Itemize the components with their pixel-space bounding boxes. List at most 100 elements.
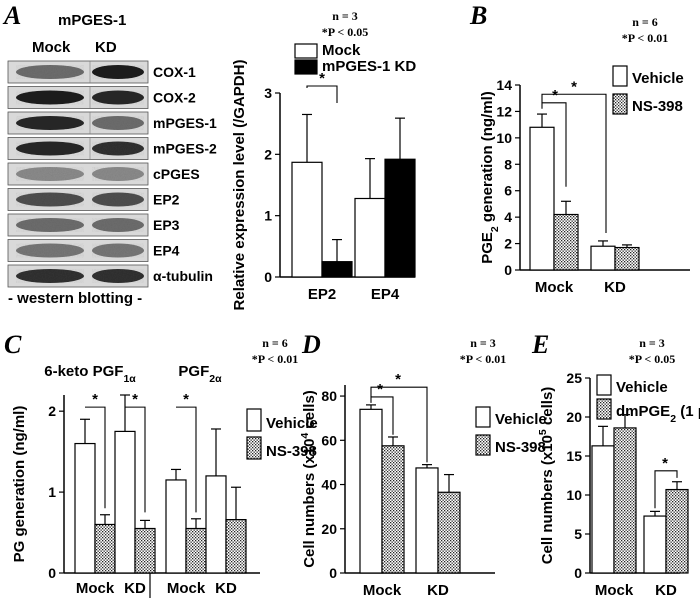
blot-row: α-tubulin [7,264,213,288]
y-tick-label: 0 [504,262,512,278]
blot-row: cPGES [7,162,200,186]
y-tick-label: 5 [574,526,582,542]
y-tick-label: 14 [496,77,512,93]
stats-n: n = 3 [470,336,496,350]
significance-star: * [552,87,558,104]
blot-row: EP4 [7,239,180,262]
blot-band-label: EP4 [153,243,180,259]
bar-series2 [665,488,689,574]
panel-letter-c: C [4,330,22,359]
chart-a: n = 3 *P < 0.05 0 1 2 3 Relative expression le… [231,9,416,310]
significance-bracket [306,85,338,103]
x-category-label: Mock [595,582,634,598]
significance-star: * [395,371,401,388]
x-category-label: Mock [76,580,115,597]
legend-label: NS-398 [495,439,546,456]
legend-label: NS-398 [266,443,317,460]
bar-series2 [225,518,247,574]
blot-footer: - western blotting - [8,290,142,307]
bar-series1 [74,442,96,574]
legend-swatch [475,406,491,428]
bar-series1 [415,467,439,574]
blot-band-mock [16,90,84,105]
legend-swatch [246,436,262,460]
blot-band-mock [16,243,84,258]
panel-letter-b: B [469,1,487,30]
stats-p: *P < 0.05 [629,352,676,366]
legend-swatch [294,59,318,75]
significance-star: * [662,455,668,472]
y-tick-label: 15 [566,448,582,464]
y-tick-label: 1 [264,208,272,224]
legend-swatch [612,93,628,115]
y-tick-label: 0 [264,269,272,285]
significance-bracket [125,406,146,513]
bar-series1 [114,430,136,574]
legend-swatch [596,398,612,420]
blot-band-mock [16,141,84,156]
y-tick-label: 10 [496,130,512,146]
x-category-label: Mock [535,279,574,296]
blot-row: EP2 [7,188,180,211]
western-blot: A mPGES-1 Mock KD COX-1 COX-2 mPGES-1 mPGES… [2,1,217,307]
y-tick-label: 80 [321,388,337,404]
y-tick-label: 20 [566,409,582,425]
significance-bracket [370,396,394,435]
bar-series2 [553,213,579,271]
y-axis-label: Relative expression level (/GAPDH) [231,60,248,311]
significance-bracket [370,386,428,463]
y-tick-label: 40 [321,477,337,493]
blot-band-mock [16,116,84,130]
significance-star: * [183,391,189,408]
x-category-label: EP4 [371,286,400,303]
bar-series1 [205,475,227,574]
group-label: 6-keto PGF1α [44,363,136,385]
blot-band-label: COX-2 [153,90,196,106]
panel-letter-a: A [2,1,21,30]
blot-band-kd [92,218,144,232]
blot-row: COX-2 [7,86,196,109]
bar-series2 [134,527,156,574]
y-axis-label: Cell numbers (x104 cells) [299,390,318,568]
blot-band-mock [16,167,84,181]
bar-series1 [359,408,383,574]
significance-star: * [377,381,383,398]
x-category-label: Mock [363,582,402,598]
x-category-label: KD [427,582,449,598]
x-category-label: KD [655,582,677,598]
y-tick-label: 6 [504,183,512,199]
blot-band-mock [16,269,84,283]
panel-letter-e: E [531,330,549,359]
x-category-label: KD [604,279,626,296]
blot-band-kd [92,269,144,283]
bar-series2 [321,261,353,278]
blot-row: mPGES-1 [7,111,217,135]
y-axis-label: PGE2 generation (ng/ml) [479,91,501,264]
legend-label: dmPGE2 (1 μM) [616,403,700,425]
blot-band-mock [16,218,84,232]
blot-band-kd [92,141,144,156]
blot-band-kd [92,243,144,258]
blot-row: mPGES-2 [7,137,217,160]
stats-p: *P < 0.01 [460,352,507,366]
stats-n: n = 3 [332,9,358,23]
significance-bracket [541,93,607,233]
legend-label: Vehicle [616,379,668,396]
blot-band-label: α-tubulin [153,268,213,284]
blot-band-mock [16,192,84,207]
blot-band-label: EP2 [153,192,180,208]
bar-series2 [381,445,405,574]
stats-p: *P < 0.05 [322,25,369,39]
bar-series1 [643,515,667,574]
legend-swatch [596,374,612,396]
bar-series2 [185,527,207,574]
significance-bracket [654,470,678,509]
blot-band-kd [92,90,144,105]
blot-band-kd [92,167,144,181]
y-tick-label: 8 [504,156,512,172]
blot-band-kd [92,192,144,207]
